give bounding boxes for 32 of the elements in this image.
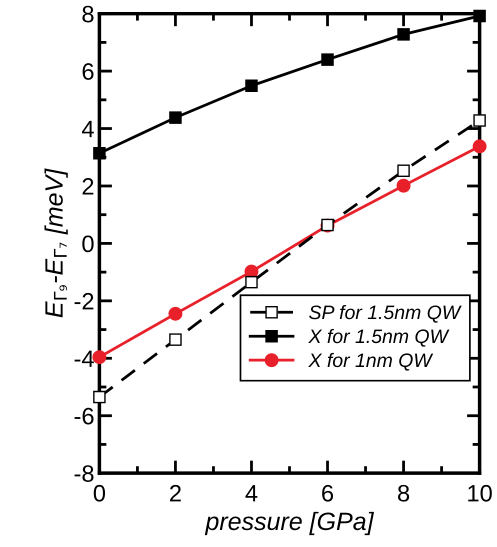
point <box>168 306 182 321</box>
legend-label: SP for 1.5nm QW <box>309 304 462 323</box>
point <box>396 178 411 193</box>
x-tick-label: 10 <box>468 484 492 502</box>
y-tick-label: 6 <box>82 63 94 80</box>
point <box>93 390 106 404</box>
point <box>472 139 487 154</box>
point <box>169 333 182 346</box>
x-tick-label: 8 <box>398 484 410 502</box>
y-tick-label: 0 <box>82 235 94 252</box>
x-tick-label: 0 <box>94 484 106 502</box>
x-axis-title: pressure [GPa] <box>204 512 374 536</box>
x-tick-label: 6 <box>322 484 334 502</box>
point <box>245 276 258 288</box>
point <box>397 28 410 41</box>
legend-label: X for 1.5nm QW <box>308 328 450 347</box>
legend-label: X for 1nm QW <box>308 352 434 371</box>
point <box>245 80 258 92</box>
y-tick-label: -4 <box>74 350 94 367</box>
point <box>169 111 182 124</box>
point <box>473 114 486 127</box>
x-tick-label: 4 <box>245 485 258 502</box>
point <box>473 10 486 22</box>
point <box>321 53 334 66</box>
y-tick-label: 4 <box>82 120 94 138</box>
y-tick-label: 2 <box>82 178 94 195</box>
y-tick-label: -6 <box>74 408 94 425</box>
y-axis-title: E$_{Γ₉}$-E$_{Γ₇}$ [meV] <box>44 168 68 318</box>
y-tick-label: 8 <box>82 6 94 22</box>
y-tick-label: -2 <box>74 292 94 310</box>
x-tick-label: 2 <box>170 484 181 502</box>
y-tick-label: -8 <box>74 465 94 482</box>
